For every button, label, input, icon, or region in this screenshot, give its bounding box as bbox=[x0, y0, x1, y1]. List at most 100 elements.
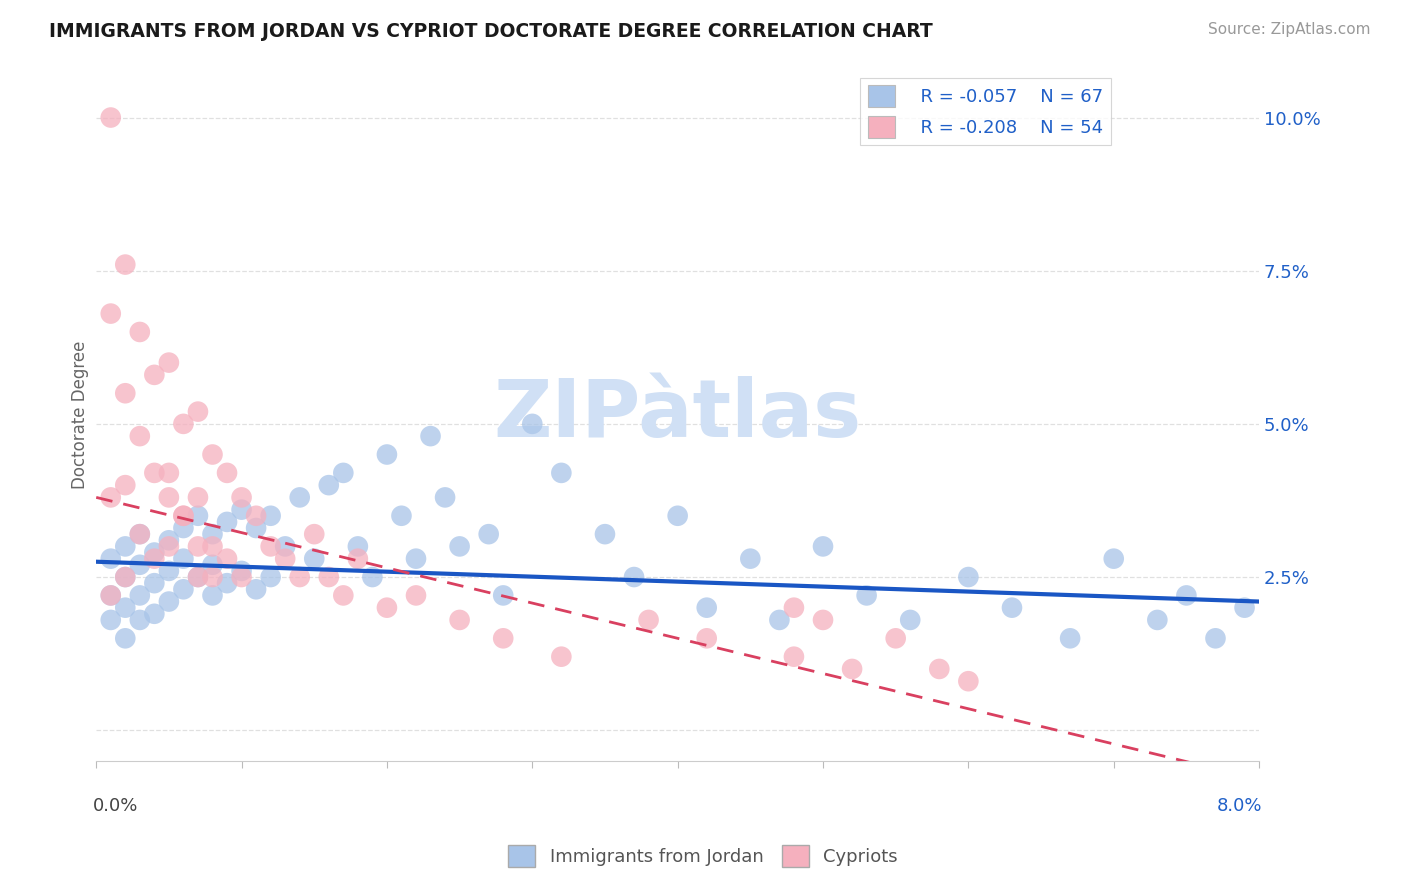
Point bbox=[419, 429, 441, 443]
Point bbox=[304, 551, 326, 566]
Point bbox=[522, 417, 544, 431]
Point bbox=[623, 570, 645, 584]
Point bbox=[114, 632, 136, 646]
Point bbox=[449, 613, 471, 627]
Point bbox=[811, 613, 834, 627]
Text: IMMIGRANTS FROM JORDAN VS CYPRIOT DOCTORATE DEGREE CORRELATION CHART: IMMIGRANTS FROM JORDAN VS CYPRIOT DOCTOR… bbox=[49, 22, 934, 41]
Point bbox=[1001, 600, 1024, 615]
Point bbox=[172, 521, 194, 535]
Point bbox=[201, 570, 224, 584]
Point bbox=[114, 600, 136, 615]
Point bbox=[740, 551, 762, 566]
Point bbox=[187, 570, 209, 584]
Point bbox=[391, 508, 413, 523]
Point bbox=[593, 527, 616, 541]
Point bbox=[783, 649, 806, 664]
Point bbox=[332, 589, 354, 603]
Point bbox=[245, 508, 267, 523]
Point bbox=[245, 582, 267, 597]
Point bbox=[172, 508, 194, 523]
Point bbox=[259, 540, 281, 554]
Point bbox=[215, 551, 238, 566]
Point bbox=[666, 508, 689, 523]
Point bbox=[1059, 632, 1081, 646]
Point bbox=[1102, 551, 1125, 566]
Point bbox=[215, 515, 238, 529]
Point bbox=[783, 600, 806, 615]
Point bbox=[100, 111, 122, 125]
Point bbox=[288, 491, 311, 505]
Point bbox=[274, 551, 297, 566]
Point bbox=[259, 570, 281, 584]
Point bbox=[231, 502, 253, 516]
Point bbox=[114, 386, 136, 401]
Point bbox=[114, 570, 136, 584]
Y-axis label: Doctorate Degree: Doctorate Degree bbox=[72, 341, 89, 489]
Point bbox=[143, 466, 166, 480]
Point bbox=[231, 570, 253, 584]
Point bbox=[201, 448, 224, 462]
Point bbox=[405, 589, 427, 603]
Point bbox=[637, 613, 659, 627]
Point bbox=[1204, 632, 1226, 646]
Point bbox=[128, 527, 150, 541]
Point bbox=[157, 466, 180, 480]
Legend:   R = -0.057    N = 67,   R = -0.208    N = 54: R = -0.057 N = 67, R = -0.208 N = 54 bbox=[860, 78, 1111, 145]
Point bbox=[128, 613, 150, 627]
Point bbox=[187, 508, 209, 523]
Point bbox=[201, 540, 224, 554]
Point bbox=[143, 551, 166, 566]
Point bbox=[492, 589, 515, 603]
Point bbox=[231, 564, 253, 578]
Text: 0.0%: 0.0% bbox=[93, 797, 138, 815]
Point bbox=[696, 600, 718, 615]
Point bbox=[128, 558, 150, 572]
Point bbox=[100, 307, 122, 321]
Point bbox=[347, 551, 370, 566]
Point bbox=[375, 600, 398, 615]
Point bbox=[143, 607, 166, 621]
Point bbox=[405, 551, 427, 566]
Point bbox=[1233, 600, 1256, 615]
Point bbox=[187, 404, 209, 418]
Point bbox=[347, 540, 370, 554]
Point bbox=[841, 662, 863, 676]
Point bbox=[855, 589, 877, 603]
Point bbox=[696, 632, 718, 646]
Point bbox=[157, 540, 180, 554]
Point bbox=[201, 589, 224, 603]
Point bbox=[768, 613, 790, 627]
Point bbox=[114, 478, 136, 492]
Point bbox=[215, 466, 238, 480]
Point bbox=[375, 448, 398, 462]
Point bbox=[550, 466, 572, 480]
Point bbox=[274, 540, 297, 554]
Point bbox=[1175, 589, 1198, 603]
Point bbox=[143, 368, 166, 382]
Text: 8.0%: 8.0% bbox=[1218, 797, 1263, 815]
Point bbox=[100, 613, 122, 627]
Point bbox=[172, 582, 194, 597]
Point bbox=[100, 491, 122, 505]
Point bbox=[811, 540, 834, 554]
Point bbox=[449, 540, 471, 554]
Point bbox=[114, 258, 136, 272]
Legend: Immigrants from Jordan, Cypriots: Immigrants from Jordan, Cypriots bbox=[501, 838, 905, 874]
Point bbox=[157, 564, 180, 578]
Point bbox=[172, 417, 194, 431]
Point bbox=[143, 576, 166, 591]
Point bbox=[928, 662, 950, 676]
Point bbox=[157, 533, 180, 548]
Point bbox=[100, 589, 122, 603]
Point bbox=[172, 551, 194, 566]
Point bbox=[187, 491, 209, 505]
Point bbox=[100, 551, 122, 566]
Point bbox=[157, 491, 180, 505]
Point bbox=[318, 478, 340, 492]
Point bbox=[884, 632, 907, 646]
Point bbox=[128, 589, 150, 603]
Point bbox=[898, 613, 921, 627]
Point bbox=[201, 527, 224, 541]
Point bbox=[187, 570, 209, 584]
Text: ZIPàtlas: ZIPàtlas bbox=[494, 376, 862, 454]
